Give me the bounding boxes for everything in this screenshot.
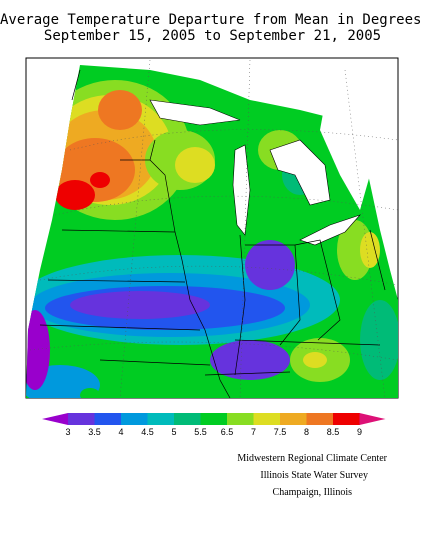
legend-tick-label: 4.5	[141, 427, 154, 437]
legend-swatch	[200, 413, 228, 425]
color-legend: 3 3.5 4 4.5 5 5.5 6.5 7 7.5 8 8.5 9	[42, 413, 386, 437]
legend-tick-label: 3.5	[88, 427, 101, 437]
legend-tick-label: 8	[304, 427, 309, 437]
legend-swatch	[227, 413, 254, 425]
temperature-departure-map	[25, 57, 399, 399]
lake-michigan	[232, 144, 251, 236]
legend-swatch	[174, 413, 201, 425]
legend-tick-label: 9	[357, 427, 362, 437]
legend-swatch	[68, 413, 95, 425]
map-title-line-1: Average Temperature Departure from Mean …	[0, 12, 425, 28]
legend-swatch	[306, 413, 334, 425]
legend-swatch	[333, 413, 360, 425]
legend-tick-label: 7.5	[274, 427, 287, 437]
ontario-region	[320, 75, 380, 210]
lake-huron	[269, 139, 331, 206]
legend-swatch	[94, 413, 122, 425]
legend-swatch	[147, 413, 175, 425]
map-title-line-2: September 15, 2005 to September 21, 2005	[43, 28, 382, 44]
legend-arrow-low	[42, 413, 68, 425]
legend-tick-label: 5	[171, 427, 176, 437]
state-boundaries	[39, 69, 386, 399]
lake-erie	[299, 214, 361, 246]
legend-swatch	[280, 413, 307, 425]
legend-tick-label: 5.5	[194, 427, 207, 437]
legend-tick-label: 8.5	[327, 427, 340, 437]
legend-tick-label: 4	[118, 427, 123, 437]
legend-swatch	[121, 413, 148, 425]
legend-tick-label: 7	[251, 427, 256, 437]
credit-line-2: Illinois State Water Survey	[260, 470, 368, 481]
graticule	[29, 59, 399, 399]
legend-tick-label: 3	[65, 427, 70, 437]
lake-superior	[149, 99, 241, 126]
credit-line-1: Midwestern Regional Climate Center	[237, 453, 387, 464]
legend-swatch	[253, 413, 281, 425]
legend-arrow-high	[359, 413, 386, 425]
legend-tick-label: 6.5	[221, 427, 234, 437]
credit-line-3: Champaign, Illinois	[272, 487, 352, 498]
